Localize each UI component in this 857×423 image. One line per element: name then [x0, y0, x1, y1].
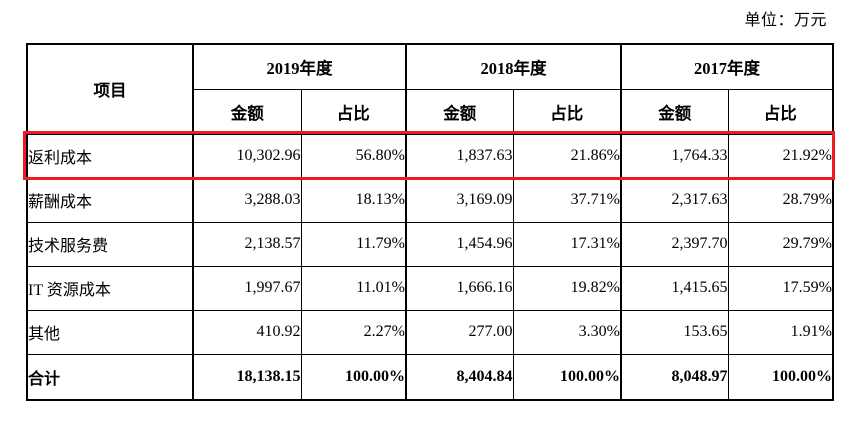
- cell-2019-amount: 10,302.96: [192, 133, 302, 179]
- cell-2017-ratio: 100.00%: [727, 353, 834, 401]
- header-amount-2019: 金额: [192, 88, 302, 135]
- row-item-label: 返利成本: [26, 133, 194, 179]
- cell-2018-amount: 1,666.16: [405, 265, 514, 311]
- cell-2019-amount: 2,138.57: [192, 221, 302, 267]
- header-amount-2018: 金额: [405, 88, 514, 135]
- cell-2019-ratio: 11.01%: [300, 265, 407, 311]
- table-row-total: 合计 18,138.15 100.00% 8,404.84 100.00% 8,…: [26, 353, 834, 401]
- table-row-rebate-cost: 返利成本 10,302.96 56.80% 1,837.63 21.86% 1,…: [26, 133, 834, 179]
- header-ratio-2018: 占比: [512, 88, 622, 135]
- row-item-label: IT 资源成本: [26, 265, 194, 311]
- cell-2017-ratio: 21.92%: [727, 133, 834, 179]
- cell-2019-ratio: 18.13%: [300, 177, 407, 223]
- cell-2017-amount: 2,317.63: [620, 177, 729, 223]
- cell-2019-amount: 18,138.15: [192, 353, 302, 401]
- unit-label: 单位：万元: [744, 12, 827, 29]
- cell-2018-ratio: 100.00%: [512, 353, 622, 401]
- row-item-label: 薪酬成本: [26, 177, 194, 223]
- header-year-2018: 2018年度: [405, 43, 622, 90]
- cell-2017-amount: 153.65: [620, 309, 729, 355]
- header-ratio-2019: 占比: [300, 88, 407, 135]
- cell-2017-amount: 1,415.65: [620, 265, 729, 311]
- table-row-it-resource-cost: IT 资源成本 1,997.67 11.01% 1,666.16 19.82% …: [26, 265, 834, 311]
- row-item-label: 技术服务费: [26, 221, 194, 267]
- cell-2019-ratio: 56.80%: [300, 133, 407, 179]
- cell-2019-ratio: 2.27%: [300, 309, 407, 355]
- header-year-2019: 2019年度: [192, 43, 407, 90]
- header-amount-2017: 金额: [620, 88, 729, 135]
- row-item-label: 其他: [26, 309, 194, 355]
- header-ratio-2017: 占比: [727, 88, 834, 135]
- cell-2017-amount: 8,048.97: [620, 353, 729, 401]
- header-item-column: 项目: [26, 43, 194, 135]
- cell-2018-ratio: 17.31%: [512, 221, 622, 267]
- table-row-salary-cost: 薪酬成本 3,288.03 18.13% 3,169.09 37.71% 2,3…: [26, 177, 834, 223]
- cell-2018-amount: 1,837.63: [405, 133, 514, 179]
- cell-2018-amount: 8,404.84: [405, 353, 514, 401]
- cell-2017-ratio: 1.91%: [727, 309, 834, 355]
- header-year-2017: 2017年度: [620, 43, 834, 90]
- cell-2017-ratio: 17.59%: [727, 265, 834, 311]
- table-row-tech-service-fee: 技术服务费 2,138.57 11.79% 1,454.96 17.31% 2,…: [26, 221, 834, 267]
- cell-2019-amount: 410.92: [192, 309, 302, 355]
- cell-2018-amount: 277.00: [405, 309, 514, 355]
- cell-2019-amount: 3,288.03: [192, 177, 302, 223]
- table-row-other: 其他 410.92 2.27% 277.00 3.30% 153.65 1.91…: [26, 309, 834, 355]
- cell-2018-ratio: 3.30%: [512, 309, 622, 355]
- row-item-label: 合计: [26, 353, 194, 401]
- cell-2019-amount: 1,997.67: [192, 265, 302, 311]
- cell-2019-ratio: 100.00%: [300, 353, 407, 401]
- cell-2019-ratio: 11.79%: [300, 221, 407, 267]
- cell-2018-ratio: 21.86%: [512, 133, 622, 179]
- cell-2018-ratio: 19.82%: [512, 265, 622, 311]
- cell-2017-amount: 1,764.33: [620, 133, 729, 179]
- cell-2017-ratio: 28.79%: [727, 177, 834, 223]
- cell-2017-ratio: 29.79%: [727, 221, 834, 267]
- cell-2018-amount: 3,169.09: [405, 177, 514, 223]
- cost-breakdown-table: 项目 2019年度 2018年度 2017年度 金额 占比 金额 占比 金额 占…: [26, 43, 834, 401]
- cell-2017-amount: 2,397.70: [620, 221, 729, 267]
- cell-2018-amount: 1,454.96: [405, 221, 514, 267]
- cell-2018-ratio: 37.71%: [512, 177, 622, 223]
